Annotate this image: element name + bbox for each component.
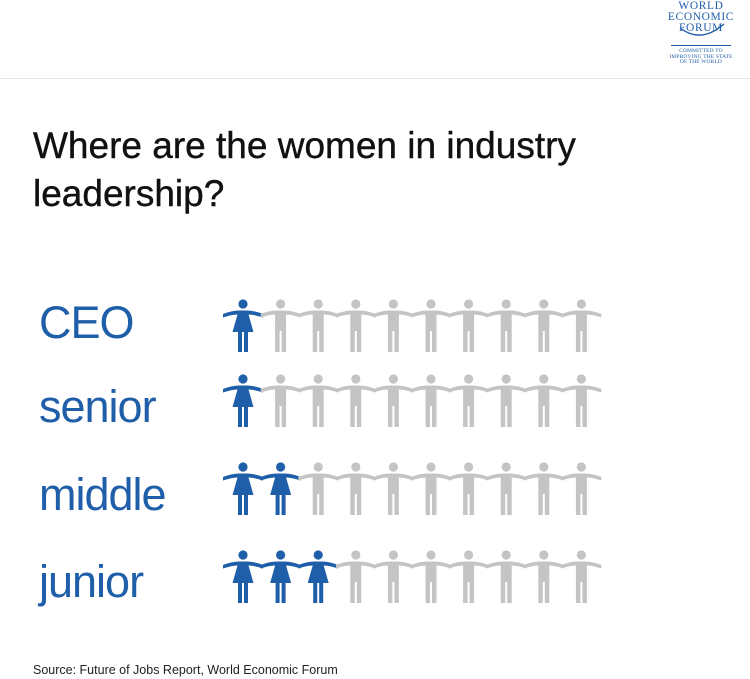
man-figure-icon xyxy=(298,374,339,427)
man-figure-half xyxy=(335,550,376,603)
logo-line-3: FORUM xyxy=(679,22,723,34)
man-figure-icon xyxy=(373,550,414,603)
man-figure-icon xyxy=(523,462,564,515)
man-figure-icon xyxy=(373,374,414,427)
man-figure-half xyxy=(260,374,301,427)
figure-row-junior xyxy=(223,550,602,603)
woman-figure-icon xyxy=(298,550,339,603)
man-figure-icon xyxy=(373,462,414,515)
man-figure-icon xyxy=(298,299,339,352)
row-label-middle: middle xyxy=(39,469,167,520)
man-figure-icon xyxy=(448,550,489,603)
half-woman-figure-icon xyxy=(260,374,301,427)
logo-wordmark: WORLD ECONOMIC FORUM xyxy=(660,0,742,34)
half-woman-figure-icon xyxy=(298,462,339,515)
man-figure-icon xyxy=(411,374,451,427)
woman-figure-icon xyxy=(260,550,301,603)
logo-swoosh-icon xyxy=(679,23,725,36)
page-title: Where are the women in industry leadersh… xyxy=(33,125,576,214)
man-figure-half xyxy=(298,462,339,515)
half-woman-figure-icon xyxy=(335,550,376,603)
row-label-ceo: CEO xyxy=(39,297,135,348)
man-figure-icon xyxy=(448,374,489,427)
woman-figure-icon xyxy=(223,550,263,603)
woman-figure-icon xyxy=(223,299,263,352)
woman-figure-icon xyxy=(260,462,301,515)
header-bar: WORLD ECONOMIC FORUM COMMITTED TO IMPROV… xyxy=(0,0,750,79)
row-label-junior: junior xyxy=(39,556,144,607)
man-figure-icon xyxy=(486,299,527,352)
man-figure-icon xyxy=(523,550,564,603)
man-figure-icon xyxy=(411,299,451,352)
man-figure-icon xyxy=(486,462,527,515)
man-figure-icon xyxy=(411,462,451,515)
man-figure-icon xyxy=(561,462,602,515)
logo-line-2: ECONOMIC xyxy=(667,11,735,23)
man-figure-icon xyxy=(335,374,376,427)
logo-rule xyxy=(671,45,731,46)
figure-row-middle xyxy=(223,462,602,515)
logo-tagline-line-1: COMMITTED TO xyxy=(679,48,723,54)
man-figure-icon xyxy=(561,299,602,352)
man-figure-icon xyxy=(448,299,489,352)
man-figure-icon xyxy=(335,299,376,352)
man-figure-icon xyxy=(260,299,301,352)
logo-tagline: COMMITTED TO IMPROVING THE STATE OF THE … xyxy=(660,48,742,66)
figure-row-senior xyxy=(223,374,602,427)
woman-figure-icon xyxy=(223,462,263,515)
man-figure-icon xyxy=(373,299,414,352)
man-figure-icon xyxy=(486,550,527,603)
man-figure-icon xyxy=(486,374,527,427)
man-figure-icon xyxy=(561,550,602,603)
logo-tagline-line-3: OF THE WORLD xyxy=(679,59,723,66)
source-note: Source: Future of Jobs Report, World Eco… xyxy=(33,663,338,677)
figure-row-ceo xyxy=(223,299,602,352)
wef-logo: WORLD ECONOMIC FORUM COMMITTED TO IMPROV… xyxy=(660,0,742,74)
man-figure-icon xyxy=(523,374,564,427)
man-figure-icon xyxy=(523,299,564,352)
man-figure-icon xyxy=(335,462,376,515)
logo-line-1: WORLD xyxy=(678,0,724,12)
logo-tagline-line-2: IMPROVING THE STATE xyxy=(669,53,733,60)
woman-figure-icon xyxy=(223,374,263,427)
row-label-senior: senior xyxy=(39,381,157,432)
man-figure-icon xyxy=(448,462,489,515)
man-figure-icon xyxy=(411,550,451,603)
man-figure-icon xyxy=(561,374,602,427)
